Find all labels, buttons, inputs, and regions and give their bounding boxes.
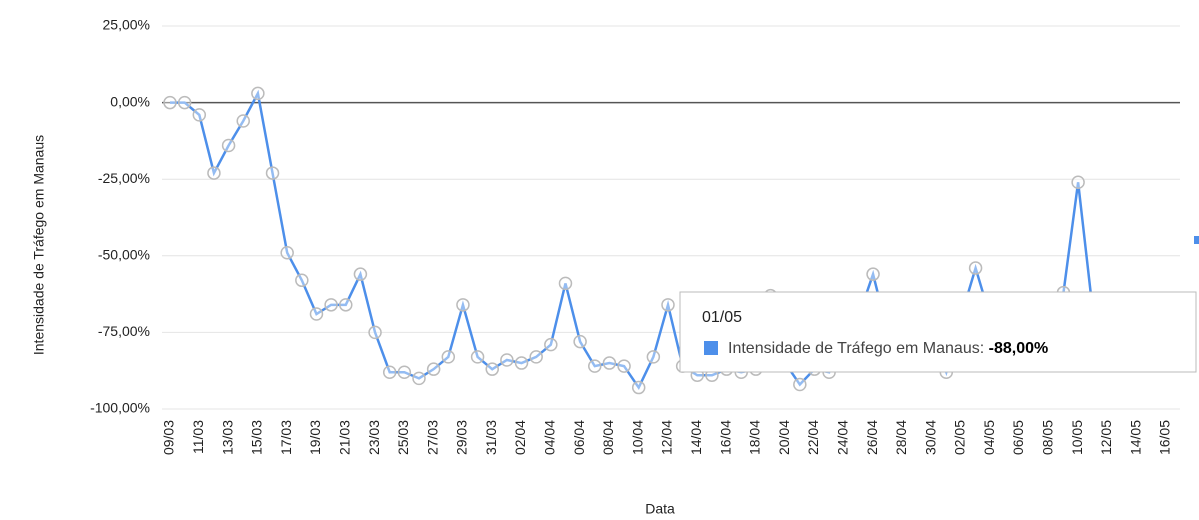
x-tick-label: 22/04 (805, 420, 821, 455)
point (295, 273, 309, 288)
point (617, 359, 631, 373)
y-tick-label: 0,00% (110, 93, 150, 109)
x-tick-label: 17/03 (278, 420, 294, 455)
point (412, 371, 426, 386)
point (177, 95, 192, 110)
x-tick-label: 21/03 (336, 420, 352, 455)
x-tick-label: 02/05 (952, 420, 968, 455)
x-tick-label: 27/03 (424, 420, 440, 455)
point (221, 138, 236, 153)
point (382, 365, 397, 379)
x-tick-label: 13/03 (219, 420, 235, 455)
point (251, 86, 265, 101)
x-tick-label: 28/04 (893, 420, 909, 455)
x-tick-label: 18/04 (747, 420, 763, 455)
point (397, 365, 412, 379)
point (426, 362, 441, 376)
x-tick-label: 12/05 (1098, 420, 1114, 455)
y-tick-label: -100,00% (90, 400, 150, 416)
x-tick-label: 29/03 (454, 420, 470, 455)
point (661, 298, 675, 312)
x-tick-label: 16/05 (1157, 420, 1173, 455)
point (485, 362, 499, 376)
y-tick-label: 25,00% (103, 17, 150, 33)
point (236, 114, 250, 128)
x-tick-label: 26/04 (864, 420, 880, 455)
x-tick-label: 15/03 (249, 420, 265, 455)
point (353, 267, 368, 281)
point (441, 350, 456, 364)
point (544, 337, 558, 352)
tooltip-series: Intensidade de Tráfego em Manaus: (728, 340, 984, 357)
point (265, 166, 280, 180)
point (558, 276, 573, 291)
point (793, 377, 807, 392)
x-axis-title: Data (645, 501, 675, 517)
x-tick-label: 10/04 (629, 420, 645, 455)
point (1071, 175, 1085, 190)
point (529, 350, 543, 364)
point (324, 298, 338, 312)
x-tick-label: 23/03 (366, 420, 382, 455)
y-tick-label: -25,00% (98, 170, 150, 186)
point (309, 307, 324, 321)
tooltip-swatch (704, 341, 718, 355)
x-tick-label: 08/05 (1040, 420, 1056, 455)
point (968, 261, 983, 275)
tooltip-label: Intensidade de Tráfego em Manaus: -88,00… (728, 340, 1048, 357)
tooltip: 01/05 Intensidade de Tráfego em Manaus: … (679, 291, 1197, 373)
x-tick-label: 31/03 (483, 420, 499, 455)
x-tick-label: 04/05 (981, 420, 997, 455)
x-tick-label: 12/04 (659, 420, 675, 455)
x-tick-label: 14/04 (688, 420, 704, 455)
x-tick-label: 09/03 (161, 420, 177, 455)
point (280, 245, 294, 260)
tooltip-box (679, 291, 1197, 373)
point (602, 356, 617, 370)
x-tick-label: 16/04 (717, 420, 733, 455)
point (470, 350, 485, 364)
point (631, 380, 646, 395)
x-tick-label: 06/05 (1010, 420, 1026, 455)
x-tick-label: 04/04 (542, 420, 558, 455)
x-tick-label: 30/04 (922, 420, 938, 455)
x-tick-label: 20/04 (776, 420, 792, 455)
x-tick-label: 10/05 (1069, 420, 1085, 455)
x-tick-label: 14/05 (1127, 420, 1143, 455)
point (339, 298, 353, 312)
y-tick-label: -75,00% (98, 323, 150, 339)
x-tick-label: 11/03 (190, 420, 206, 454)
x-tick-label: 19/03 (307, 420, 323, 455)
y-tick-label: -50,00% (98, 247, 150, 263)
point (646, 350, 661, 364)
tooltip-title: 01/05 (702, 309, 742, 326)
point (573, 334, 587, 349)
point (500, 353, 514, 367)
point (866, 267, 880, 281)
point (192, 108, 207, 122)
tooltip-value: -88,00% (989, 340, 1049, 357)
point (207, 166, 221, 180)
edge-marker (1194, 236, 1199, 244)
x-tick-label: 25/03 (395, 420, 411, 455)
point (163, 95, 177, 110)
x-tick-label: 06/04 (571, 420, 587, 455)
point (514, 356, 529, 370)
point (588, 359, 602, 373)
point (368, 325, 382, 340)
x-tick-label: 24/04 (834, 420, 850, 455)
y-axis-title: Intensidade de Tráfego em Manaus (31, 135, 47, 355)
point (456, 298, 470, 312)
x-tick-label: 02/04 (512, 420, 528, 455)
x-tick-label: 08/04 (600, 420, 616, 455)
